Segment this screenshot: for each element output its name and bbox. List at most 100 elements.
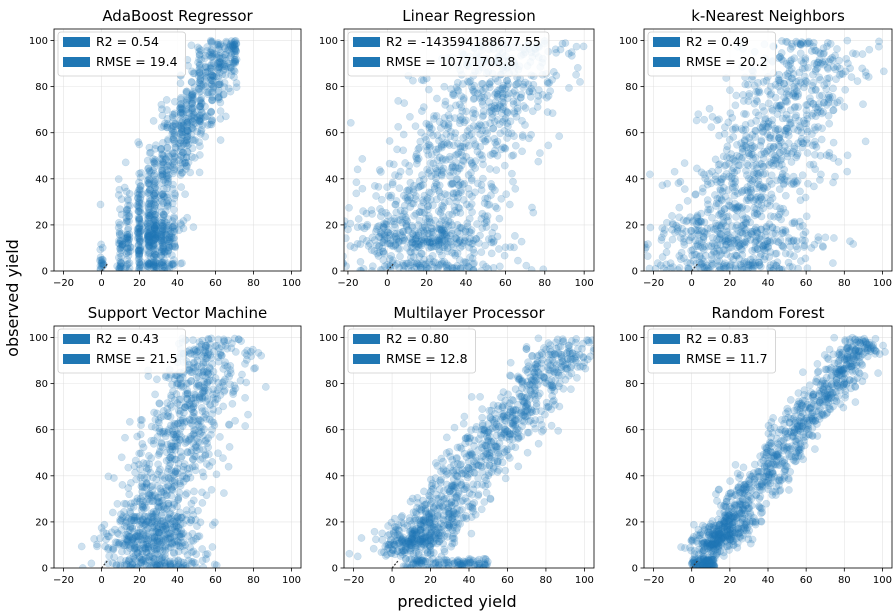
scatter-point <box>415 243 423 252</box>
scatter-point <box>792 111 801 120</box>
scatter-point <box>123 260 132 269</box>
scatter-point <box>471 140 480 149</box>
scatter-point <box>135 215 143 224</box>
scatter-point <box>188 124 197 132</box>
scatter-point <box>408 230 417 238</box>
scatter-point <box>449 189 458 197</box>
scatter-point <box>151 201 160 210</box>
scatter-point <box>362 237 371 245</box>
scatter-point <box>202 354 210 363</box>
scatter-point <box>759 170 768 179</box>
scatter-point <box>149 264 158 271</box>
scatter-point <box>843 36 852 45</box>
scatter-point <box>169 163 177 171</box>
scatter-point <box>814 123 822 131</box>
axes-frame <box>343 28 595 272</box>
scatter-point <box>733 202 742 211</box>
scatter-point <box>766 134 775 142</box>
scatter-point <box>137 258 146 266</box>
scatter-point <box>166 509 175 518</box>
scatter-point <box>164 201 172 210</box>
scatter-point <box>130 541 138 549</box>
scatter-point <box>737 261 746 270</box>
scatter-point <box>785 234 793 242</box>
scatter-point <box>703 180 712 189</box>
scatter-point <box>768 194 777 202</box>
scatter-point <box>435 245 443 254</box>
scatter-point <box>491 146 499 155</box>
scatter-point <box>691 236 700 245</box>
scatter-point <box>666 259 675 268</box>
scatter-point <box>177 142 185 151</box>
scatter-point <box>677 255 685 264</box>
scatter-point <box>190 153 199 162</box>
scatter-point <box>424 85 433 94</box>
scatter-point <box>422 264 431 271</box>
scatter-point <box>790 82 798 91</box>
scatter-point <box>117 258 125 267</box>
scatter-point <box>423 237 432 246</box>
scatter-point <box>745 134 754 142</box>
scatter-point <box>789 89 798 98</box>
scatter-point <box>156 243 165 251</box>
x-tick-label: −20 <box>53 575 74 586</box>
scatter-point <box>508 169 516 178</box>
scatter-point <box>767 82 775 91</box>
scatter-point <box>683 216 692 225</box>
scatter-point <box>716 186 725 195</box>
scatter-point <box>758 195 766 204</box>
scatter-point <box>849 240 858 248</box>
scatter-point <box>413 233 421 242</box>
scatter-point <box>77 542 86 551</box>
scatter-point <box>150 191 159 200</box>
scatter-point <box>177 151 186 160</box>
scatter-point <box>789 147 797 156</box>
scatter-point <box>818 109 826 118</box>
scatter-point <box>717 207 726 215</box>
scatter-point <box>465 243 474 252</box>
scatter-point <box>167 393 176 402</box>
scatter-point <box>450 202 459 211</box>
scatter-point <box>427 243 436 252</box>
scatter-point <box>479 135 487 143</box>
scatter-point <box>724 118 733 127</box>
scatter-point <box>694 217 702 226</box>
scatter-point <box>149 236 158 245</box>
scatter-point <box>784 87 792 96</box>
scatter-point <box>748 265 756 271</box>
scatter-point <box>443 264 452 271</box>
scatter-point <box>418 208 426 217</box>
scatter-point <box>176 159 185 167</box>
scatter-point <box>443 260 451 269</box>
scatter-point <box>776 101 785 110</box>
scatter-point <box>171 119 180 128</box>
scatter-point <box>673 225 682 233</box>
scatter-point <box>208 360 217 368</box>
scatter-point <box>144 200 153 208</box>
scatter-point <box>459 96 468 104</box>
scatter-point <box>441 97 450 106</box>
scatter-point <box>759 204 768 213</box>
scatter-point <box>806 94 814 103</box>
scatter-point <box>772 101 781 110</box>
scatter-point <box>217 342 226 350</box>
scatter-point <box>130 498 139 507</box>
scatter-point <box>415 240 423 249</box>
scatter-point <box>118 237 126 245</box>
scatter-point <box>403 193 412 202</box>
scatter-point <box>792 179 801 187</box>
scatter-point <box>230 49 239 58</box>
scatter-point <box>777 266 786 271</box>
scatter-point <box>691 190 700 199</box>
scatter-point <box>456 144 465 153</box>
scatter-point <box>439 225 447 234</box>
scatter-point <box>370 182 379 190</box>
scatter-point <box>678 229 687 238</box>
scatter-point <box>170 111 178 119</box>
x-tick-label: −20 <box>337 278 358 289</box>
scatter-point <box>790 103 799 112</box>
scatter-point <box>181 128 190 137</box>
scatter-point <box>696 242 705 251</box>
scatter-point <box>221 50 230 59</box>
scatter-point <box>722 170 731 178</box>
